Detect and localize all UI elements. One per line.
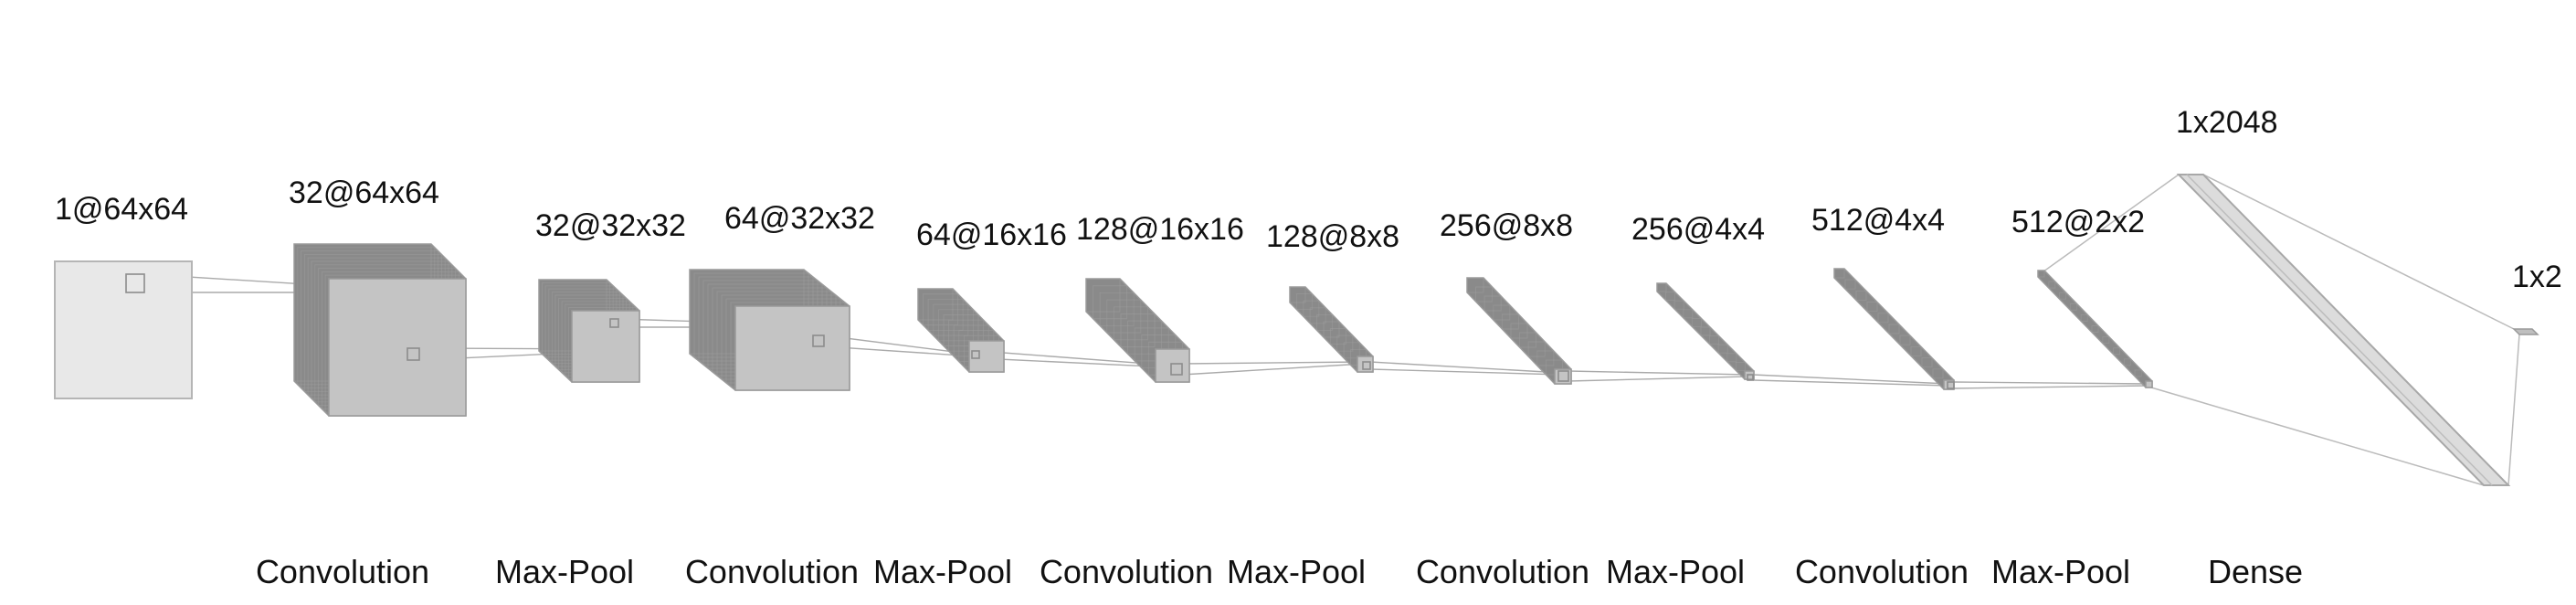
operation-label-9: Convolution: [1795, 553, 1969, 590]
operation-label-7: Convolution: [1416, 553, 1589, 590]
layer-label-1: 1@64x64: [55, 192, 188, 227]
layer-label-10: 512@4x4: [1811, 203, 1945, 238]
kernel-5: [971, 350, 980, 359]
block-512-2x2: [2037, 270, 2153, 388]
kernel-3: [609, 318, 619, 328]
layer-label-8: 256@8x8: [1440, 208, 1573, 243]
operation-label-1: Convolution: [256, 553, 429, 590]
block-256-4x4: [1656, 282, 1755, 380]
dense-1x2048: [2176, 174, 2511, 486]
block-128-8x8: [1289, 286, 1374, 373]
block-256-8x8: [1466, 277, 1572, 385]
block-512-4x4: [1833, 268, 1955, 390]
block-32-32x32: [538, 279, 640, 383]
operation-label-3: Convolution: [685, 553, 859, 590]
layer-label-11: 512@2x2: [2011, 205, 2145, 239]
kernel-9: [1747, 374, 1754, 381]
operation-label-10: Max-Pool: [1991, 553, 2130, 590]
block-64-16x16: [917, 288, 1005, 373]
kernel-7: [1362, 361, 1371, 370]
block-128-16x16: [1085, 278, 1190, 383]
layer-blocks: [54, 243, 2153, 417]
dense-layers: [2176, 174, 2539, 486]
layer-label-5: 64@16x16: [916, 218, 1067, 252]
kernel-4: [812, 334, 825, 347]
block-64-32x32: [689, 269, 850, 391]
layer-label-9: 256@4x4: [1631, 212, 1765, 247]
operation-label-4: Max-Pool: [873, 553, 1012, 590]
operation-label-2: Max-Pool: [495, 553, 634, 590]
input-plane: [54, 260, 193, 399]
layer-label-2: 32@64x64: [289, 175, 439, 210]
dense-1x2: [2512, 328, 2539, 335]
layer-label-13: 1x2: [2512, 260, 2562, 294]
layer-label-4: 64@32x32: [724, 201, 875, 236]
kernel-8: [1557, 370, 1569, 382]
operation-label-8: Max-Pool: [1606, 553, 1745, 590]
kernel-markers: [125, 273, 1955, 389]
layer-label-3: 32@32x32: [535, 208, 686, 243]
operation-label-5: Convolution: [1040, 553, 1213, 590]
operation-label-6: Max-Pool: [1227, 553, 1366, 590]
kernel-10: [1947, 381, 1955, 389]
connector-lines: [143, 174, 2520, 486]
kernel-2: [406, 347, 420, 361]
layer-label-6: 128@16x16: [1076, 212, 1244, 247]
kernel-6: [1170, 363, 1183, 376]
kernel-input: [125, 273, 145, 293]
layer-label-7: 128@8x8: [1266, 219, 1399, 254]
block-32-64x64: [293, 243, 467, 417]
layer-label-12: 1x2048: [2176, 105, 2278, 140]
operation-label-11: Dense: [2208, 553, 2303, 590]
